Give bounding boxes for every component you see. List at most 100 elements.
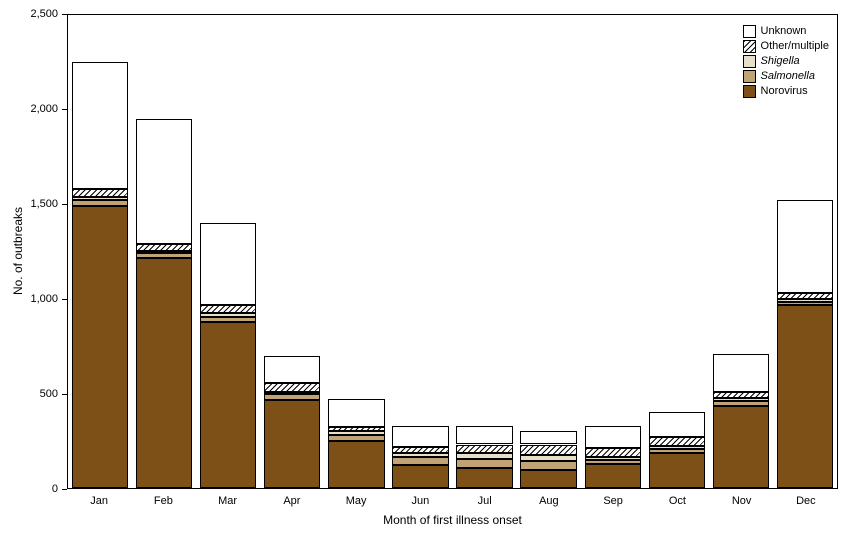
x-tick-label-jan: Jan [90,495,108,507]
x-axis-title: Month of first illness onset [383,513,522,527]
legend-label: Unknown [760,25,807,37]
bar-segment-other-multiple [392,447,449,453]
bar-segment-other-multiple [712,392,770,399]
x-tick-label-aug: Aug [539,495,559,507]
legend-item-shigella: Shigella [742,55,829,68]
y-tick-mark [62,298,67,300]
plot-area: Unknown Other/multiple Shigella Salmonella N… [67,14,838,489]
bar-column-apr [264,15,321,488]
bar-segment-salmonella [328,435,385,441]
x-tick-label-mar: Mar [218,495,238,507]
bar-segment-other-multiple [71,189,129,197]
bar-segment-unknown [135,119,193,244]
bar-column-mar [200,15,257,488]
bar-segment-norovirus [584,464,641,488]
bar-segment-salmonella [200,316,257,323]
y-axis-title: No. of outbreaks [11,206,25,296]
bar-segment-norovirus [776,305,834,488]
legend-item-unknown: Unknown [742,25,829,38]
bar-segment-salmonella [712,400,770,406]
bar-segment-other-multiple [648,436,705,447]
bar-segment-unknown [456,425,513,445]
legend-item-salmonella: Salmonella [742,70,829,83]
y-tick-mark [62,488,67,490]
bar-segment-norovirus [392,465,449,488]
bar-column-jan [71,15,129,488]
bar-segment-shigella [776,298,834,302]
bar-segment-unknown [648,412,705,437]
bar-column-dec [776,15,834,488]
bar-segment-other-multiple [264,383,321,392]
bar-segment-other-multiple [328,427,385,432]
legend-item-norovirus: Norovirus [742,85,829,98]
bar-segment-shigella [200,313,257,317]
bar-segment-salmonella [71,200,129,207]
bar-segment-norovirus [264,400,321,488]
bar-segment-shigella [456,453,513,459]
bar-segment-shigella [648,446,705,450]
bar-segment-shigella [71,196,129,201]
legend-label: Norovirus [760,85,808,97]
bar-segment-salmonella [392,456,449,466]
bar-segment-shigella [328,431,385,436]
bar-column-oct [648,15,705,488]
legend-swatch-shigella [742,55,756,68]
legend: Unknown Other/multiple Shigella Salmonella N… [738,21,833,102]
bar-column-nov [712,15,770,488]
bar-column-jun [392,15,449,488]
bar-segment-unknown [328,399,385,428]
x-tick-label-may: May [345,495,367,507]
bar-segment-norovirus [135,258,193,488]
y-tick-label: 1,500 [30,198,58,210]
bar-segment-shigella [392,453,449,457]
bar-segment-norovirus [712,405,770,488]
bar-column-sep [584,15,641,488]
y-tick-mark [62,203,67,205]
legend-item-other-multiple: Other/multiple [742,40,829,53]
bar-segment-salmonella [584,459,641,465]
y-tick-label: 2,500 [30,8,58,20]
legend-swatch-other-multiple [742,40,756,53]
bar-segment-norovirus [71,206,129,488]
legend-label: Salmonella [760,70,815,82]
bar-column-feb [135,15,193,488]
bar-segment-shigella [520,454,577,461]
x-tick-label-jul: Jul [477,495,492,507]
bar-segment-shigella [584,456,641,460]
bar-segment-unknown [264,355,321,383]
y-tick-mark [62,108,67,110]
legend-label: Shigella [760,55,800,67]
bar-segment-unknown [712,353,770,393]
bar-segment-shigella [264,391,321,395]
bar-segment-norovirus [456,468,513,488]
legend-swatch-salmonella [742,70,756,83]
bar-segment-unknown [776,200,834,294]
y-tick-mark [62,393,67,395]
bar-segment-salmonella [456,458,513,469]
bar-segment-other-multiple [456,444,513,453]
bar-segment-salmonella [135,253,193,259]
bar-segment-shigella [135,250,193,254]
x-tick-label-sep: Sep [603,495,623,507]
x-tick-label-feb: Feb [153,495,173,507]
bar-segment-norovirus [520,470,577,488]
bar-segment-other-multiple [776,293,834,299]
bar-segment-other-multiple [200,305,257,313]
x-tick-label-oct: Oct [668,495,686,507]
y-tick-label: 0 [51,483,58,495]
bar-segment-norovirus [200,322,257,488]
bar-segment-salmonella [648,449,705,453]
bar-segment-norovirus [648,453,705,488]
bar-segment-other-multiple [520,444,577,455]
bar-segment-shigella [712,398,770,401]
bar-column-aug [520,15,577,488]
legend-swatch-norovirus [742,85,756,98]
legend-label: Other/multiple [760,40,829,52]
bar-segment-unknown [200,223,257,306]
bar-segment-salmonella [776,301,834,306]
legend-swatch-unknown [742,25,756,38]
bar-segment-other-multiple [584,448,641,457]
bar-column-jul [456,15,513,488]
bar-segment-salmonella [520,460,577,471]
